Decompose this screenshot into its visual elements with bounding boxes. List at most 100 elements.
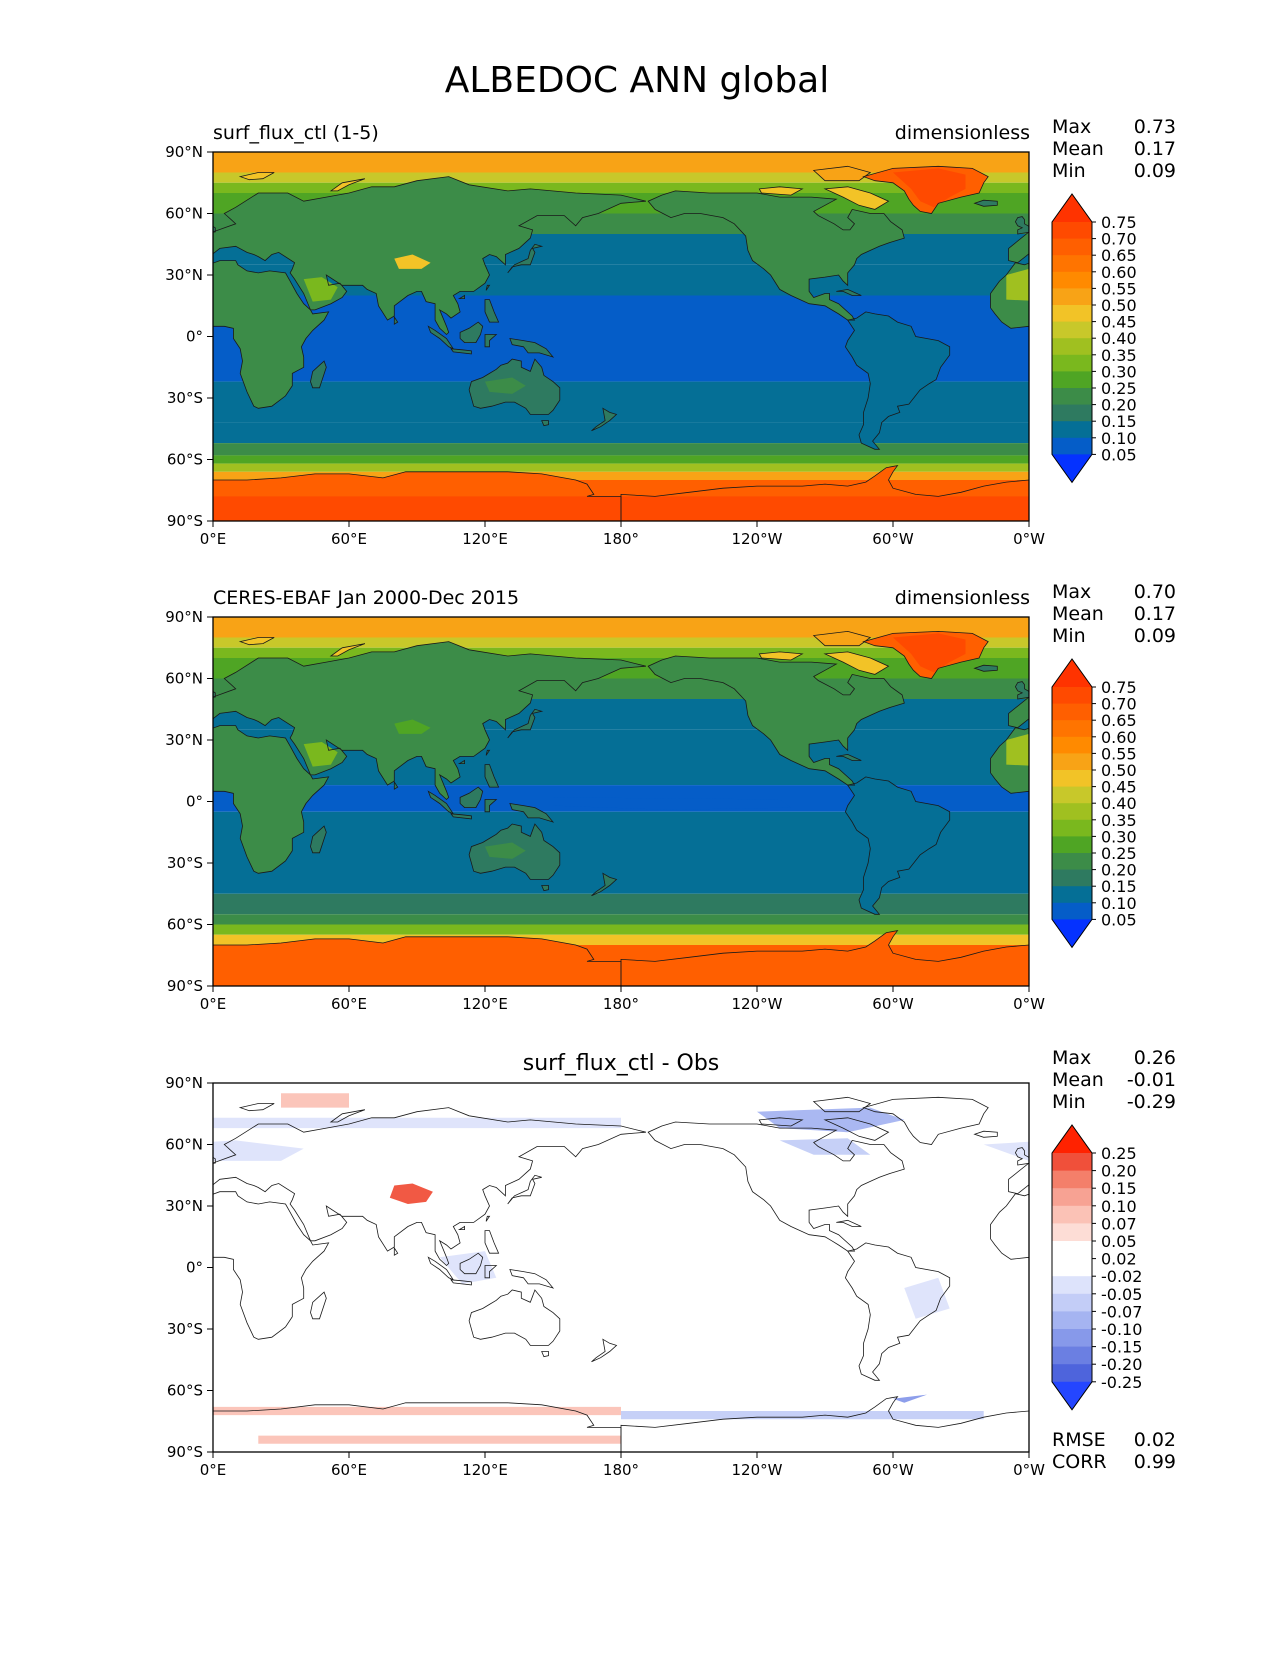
coastline-baffin <box>823 186 890 210</box>
desert-tibet <box>394 719 431 734</box>
lon-tick-label: 60°E <box>331 995 367 1013</box>
colorbar-bin <box>1052 305 1092 323</box>
colorbar-bin <box>1052 1293 1092 1312</box>
antarctic-neg <box>621 1411 984 1420</box>
panel-model-stats: Max 0.73 Mean 0.17 Min 0.09 <box>1052 116 1176 182</box>
land-ellesmere <box>0 166 54 180</box>
albedo-band <box>213 463 1029 472</box>
coastline-madagascar <box>310 1291 327 1320</box>
stat-mean-label: Mean <box>1052 1069 1104 1091</box>
coastline-baffin <box>823 1117 890 1141</box>
lon-tick-label: 0°E <box>200 1461 227 1479</box>
colorbar-tick-label: 0.40 <box>1101 794 1137 813</box>
colorbar-bin <box>1052 786 1092 804</box>
coastline-australia <box>468 823 561 880</box>
coastline-taiwan <box>485 1215 491 1222</box>
greenland-core <box>893 633 966 673</box>
coastline-namerica <box>647 655 905 786</box>
stat-max-value: 0.73 <box>1134 116 1176 138</box>
map-field <box>20 617 1275 986</box>
lon-tick-label: 0°E <box>200 995 227 1013</box>
figure-title: ALBEDOC ANN global <box>445 60 830 101</box>
land-africa <box>213 260 329 409</box>
colorbar-bin <box>1052 753 1092 771</box>
colorbar-tick-label: 0.05 <box>1101 445 1137 464</box>
stat-max-value: 0.70 <box>1134 581 1176 603</box>
lon-tick-label: 60°E <box>331 1461 367 1479</box>
coastline-newguinea <box>509 338 555 358</box>
coastline-borneo <box>459 321 484 343</box>
colorbar-tick-label: 0.75 <box>1101 213 1137 232</box>
stat-mean-value: 0.17 <box>1134 138 1176 160</box>
antarctic-interior-bias <box>258 1435 621 1444</box>
colorbar-tick-label: 0.25 <box>1101 844 1137 863</box>
land-africa <box>213 725 329 874</box>
colorbar-tick-label: 0.05 <box>1101 910 1137 929</box>
coastline-eurasia <box>1008 231 1029 264</box>
albedo-band <box>213 172 1029 183</box>
land-ellesmere <box>813 166 871 181</box>
colorbar-tick-label: 0.55 <box>1101 744 1137 763</box>
lat-tick-label: 30°S <box>167 389 203 407</box>
albedo-band <box>213 647 1029 658</box>
coastline-hainan <box>457 759 465 764</box>
diff-background <box>213 1083 1029 1452</box>
coastline-borneo <box>459 786 484 808</box>
coastline-svalbard <box>238 1103 275 1112</box>
panel-obs-left-label: CERES-EBAF Jan 2000-Dec 2015 <box>213 587 519 609</box>
albedo-band <box>213 934 1029 945</box>
coastline-philippines <box>484 1230 500 1254</box>
colorbar-bin <box>1052 421 1092 439</box>
land-sumatra <box>1244 326 1269 349</box>
coastline-antarctica <box>213 471 622 521</box>
lat-tick-label: 0° <box>186 328 203 346</box>
lon-tick-label: 120°E <box>462 530 508 548</box>
colorbar-bin <box>1052 1153 1092 1172</box>
land-borneo <box>460 787 483 808</box>
coastline-cuba <box>20 754 45 760</box>
lat-tick-label: 90°S <box>167 1443 203 1461</box>
colorbar-extend-max <box>1052 659 1092 687</box>
coastline-antarctica <box>620 930 1029 986</box>
corr-value: 0.99 <box>1134 1451 1176 1473</box>
land-sumatra <box>1244 791 1269 814</box>
coastline-victoria <box>758 1117 804 1127</box>
coastline-tasmania <box>541 885 549 892</box>
colorbar-bin <box>1052 1276 1092 1295</box>
coastline-cuba <box>20 1220 45 1226</box>
colorbar-tick-label: 0.45 <box>1101 313 1137 332</box>
antarctic-neg <box>0 1411 168 1419</box>
colorbar-bin <box>1052 770 1092 788</box>
colorbar-tick-label: 0.20 <box>1101 1162 1137 1181</box>
coastline-java <box>450 348 472 355</box>
colorbar-tick-label: 0.35 <box>1101 346 1137 365</box>
stat-max-label: Max <box>1052 1047 1091 1069</box>
coastline-newguinea <box>509 803 555 823</box>
coastline-sumatra <box>1244 326 1269 349</box>
colorbar-tick-label: 0.50 <box>1101 761 1137 780</box>
land-sulawesi <box>485 799 497 812</box>
land-cuba <box>20 289 45 295</box>
colorbar-bin <box>1052 1311 1092 1330</box>
land-baffin <box>9 187 73 210</box>
land-eurasia <box>1008 697 1029 728</box>
coastline-britain <box>1014 216 1029 235</box>
colorbar-tick-label: 0.25 <box>1101 379 1137 398</box>
land-java <box>1267 814 1275 819</box>
coastline-sulawesi <box>484 334 498 348</box>
panel-model-units-label: dimensionless <box>895 122 1030 144</box>
lat-tick-label: 90°N <box>165 608 203 626</box>
colorbar-tick-label: 0.70 <box>1101 695 1137 714</box>
lat-tick-label: 90°S <box>167 512 203 530</box>
albedo-band <box>213 924 1029 935</box>
land-philippines <box>485 299 499 323</box>
colorbar-tick-label: 0.60 <box>1101 263 1137 282</box>
land-namerica <box>648 656 905 786</box>
colorbar-tick-label: 0.70 <box>1101 230 1137 249</box>
land-sumatra <box>428 791 454 814</box>
colorbar-tick-label: -0.10 <box>1101 1320 1142 1339</box>
coastline-namerica <box>0 191 88 320</box>
coastline-ellesmere <box>0 1097 54 1111</box>
colorbar-tick-label: 0.20 <box>1101 861 1137 880</box>
